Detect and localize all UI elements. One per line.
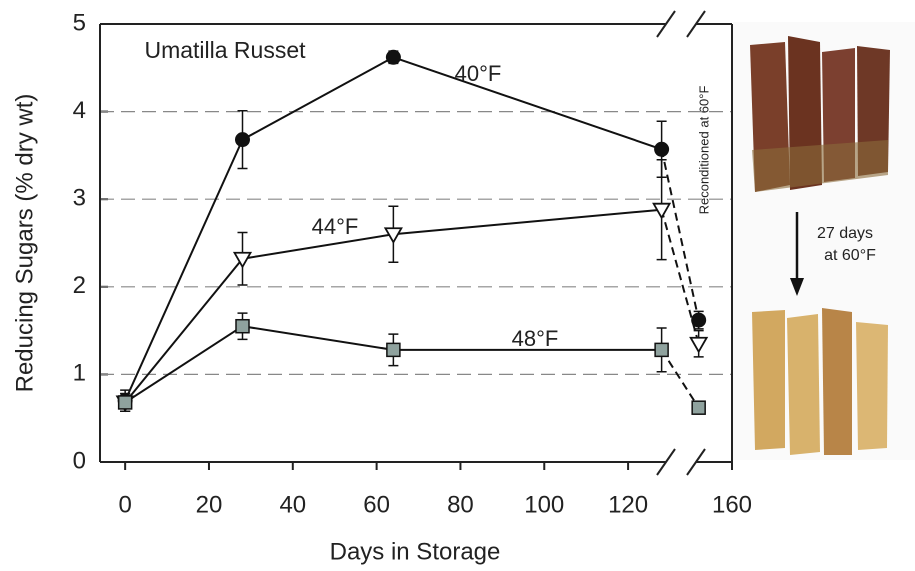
x-tick-label: 60	[363, 491, 390, 518]
point	[654, 342, 669, 358]
point	[235, 132, 250, 148]
x-tick-label: 80	[447, 491, 474, 518]
photo-panel: 27 days at 60°F	[733, 22, 915, 460]
series-label: 44°F	[312, 214, 359, 239]
point	[691, 400, 706, 415]
point	[232, 251, 253, 269]
axis-break	[656, 10, 676, 38]
axis-break	[686, 10, 706, 38]
point	[117, 395, 133, 410]
x-tick-label: 100	[524, 491, 564, 518]
x-tick-label: 20	[196, 491, 223, 518]
point	[689, 336, 709, 354]
line-segment	[393, 208, 662, 236]
side-note: Reconditioned at 60°F	[696, 86, 711, 215]
y-tick-label: 1	[73, 360, 86, 387]
point	[654, 141, 670, 157]
y-tick-label: 0	[73, 447, 86, 474]
line-segment	[242, 233, 394, 260]
point	[652, 202, 672, 220]
y-tick-label: 2	[73, 272, 86, 299]
series-label: 40°F	[455, 61, 502, 86]
point	[385, 49, 401, 65]
point	[235, 318, 250, 334]
point	[691, 312, 707, 328]
line-segment	[124, 325, 244, 404]
y-axis-label: Reducing Sugars (% dry wt)	[11, 94, 38, 393]
line-segment	[393, 56, 662, 151]
line-segment	[124, 139, 244, 402]
x-tick-label: 40	[279, 491, 306, 518]
y-tick-label: 5	[73, 9, 86, 36]
axis-break	[656, 448, 676, 476]
axis-break	[686, 448, 706, 476]
x-tick-label: 0	[118, 491, 131, 518]
chart-title: Umatilla Russet	[144, 37, 306, 63]
y-tick-label: 3	[73, 185, 86, 212]
photo-label: at 60°F	[824, 247, 876, 264]
line-segment	[124, 258, 244, 404]
y-tick-label: 4	[73, 97, 86, 124]
line-segment	[242, 325, 394, 351]
arrow-head	[790, 278, 804, 296]
line-segment	[660, 209, 700, 345]
photo-label: 27 days	[817, 225, 873, 242]
x-axis-label: Days in Storage	[330, 538, 501, 565]
point	[383, 227, 403, 245]
x-tick-label: 120	[608, 491, 648, 518]
line-segment	[242, 56, 394, 141]
x-tick-label: 160	[712, 491, 752, 518]
light-fries	[752, 308, 888, 455]
line-segment	[660, 349, 700, 409]
series-label: 48°F	[512, 326, 559, 351]
dark-fries	[750, 36, 890, 192]
line-segment	[660, 149, 700, 321]
point	[386, 342, 401, 358]
